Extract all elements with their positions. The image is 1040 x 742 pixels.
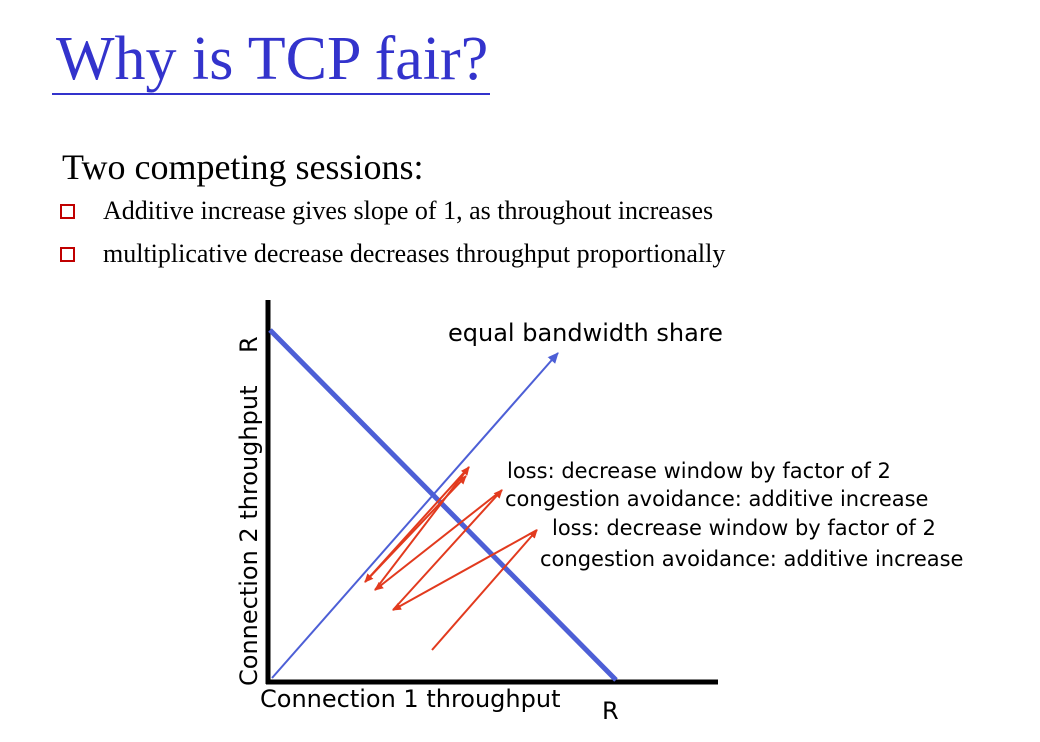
x-axis-label: Connection 1 throughput [260, 685, 560, 713]
trajectory-arrow [364, 475, 467, 583]
equal-share-label: equal bandwidth share [448, 319, 723, 347]
trajectory-arrow [431, 529, 538, 651]
checkbox-bullet-icon [60, 246, 75, 262]
y-axis-label: Connection 2 throughput [235, 386, 263, 686]
slide-title: Why is TCP fair? [56, 25, 489, 93]
equal-share-line [271, 352, 559, 679]
trajectory-arrow [374, 489, 503, 591]
annotation-avoidance-1: congestion avoidance: additive increase [505, 487, 928, 511]
bullet-text: multiplicative decrease decreases throug… [103, 239, 726, 268]
trajectory-arrow [392, 529, 538, 611]
y-axis-end-label: R [235, 336, 263, 353]
trajectory-arrow [374, 466, 470, 591]
trajectory-arrow [392, 489, 503, 611]
title-underline [52, 93, 490, 95]
checkbox-bullet-icon [60, 203, 75, 219]
annotation-loss-1: loss: decrease window by factor of 2 [507, 459, 891, 483]
throughput-trajectory [364, 466, 538, 651]
annotation-loss-2: loss: decrease window by factor of 2 [552, 516, 936, 540]
bullet-text: Additive increase gives slope of 1, as t… [103, 196, 714, 225]
full-utilization-line [268, 328, 618, 682]
bullet-item: Additive increase gives slope of 1, as t… [60, 196, 713, 226]
annotation-avoidance-2: congestion avoidance: additive increase [540, 547, 963, 571]
x-axis-end-label: R [602, 697, 619, 725]
slide-subtitle: Two competing sessions: [62, 147, 424, 187]
bullet-item: multiplicative decrease decreases throug… [60, 239, 725, 269]
